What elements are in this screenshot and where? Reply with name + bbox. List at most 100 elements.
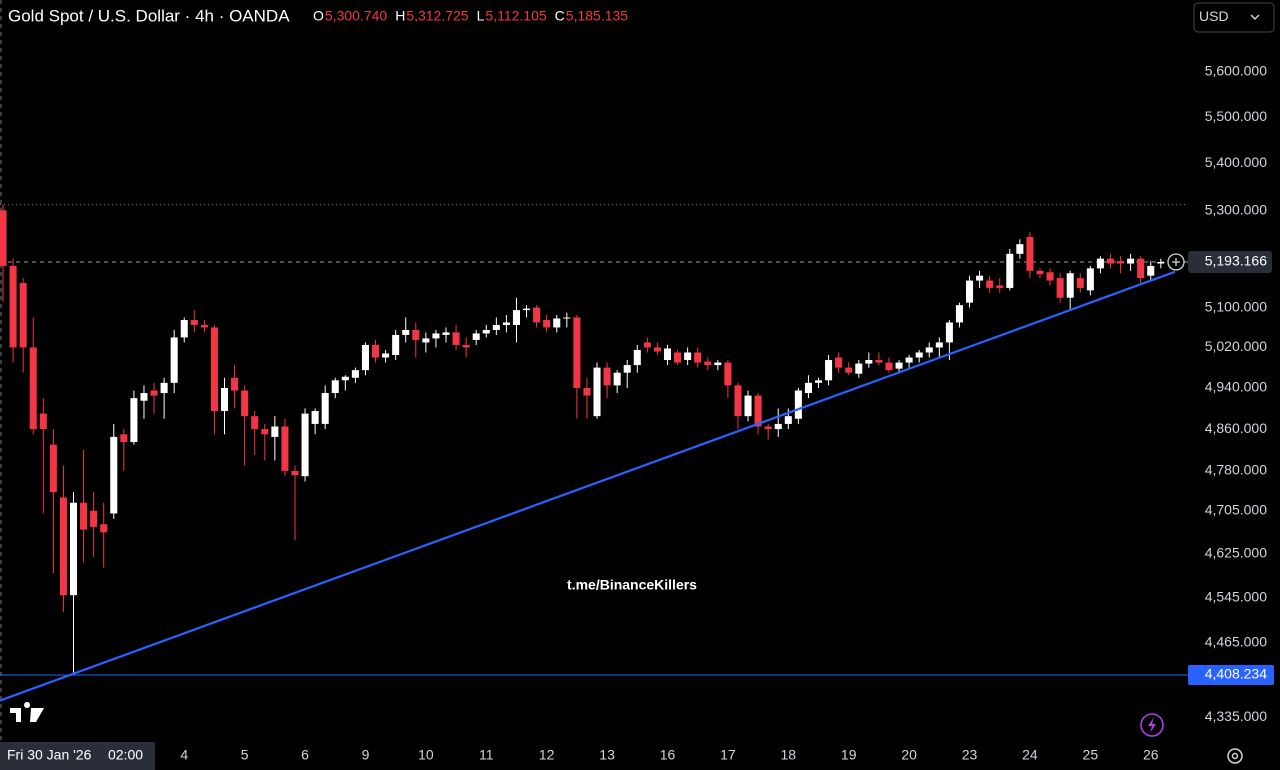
currency-button[interactable]	[1193, 2, 1275, 33]
candle-body	[331, 380, 339, 394]
candle-body	[1026, 236, 1034, 271]
candle-body	[231, 377, 239, 391]
candle-body	[1086, 268, 1094, 291]
candle-body	[663, 348, 672, 361]
candle-body	[573, 317, 581, 388]
candle-body	[170, 337, 178, 383]
candle-body	[623, 365, 631, 373]
level-box	[1188, 664, 1274, 685]
x-tick-label: 26	[1143, 747, 1159, 763]
x-tick-label: 24	[1022, 747, 1038, 763]
candle-body	[976, 275, 984, 281]
candle-body	[190, 319, 198, 325]
candle-body	[1006, 253, 1014, 288]
candle-body	[794, 390, 802, 419]
y-tick-label: 4,545.000	[1205, 589, 1267, 605]
candle-body	[835, 357, 843, 368]
candle-body	[49, 444, 57, 493]
candle-body	[341, 376, 349, 381]
candle-body	[130, 398, 138, 443]
settings-button[interactable]	[1227, 748, 1243, 764]
candle-body	[1076, 278, 1084, 288]
candle-body	[1137, 258, 1145, 279]
ohlc-key: O	[313, 8, 324, 24]
candle-body	[382, 353, 390, 358]
candle-body	[100, 524, 108, 533]
level-label: 4,408.234	[1205, 666, 1267, 682]
crosshair-date: Fri 30 Jan '26	[7, 747, 92, 763]
candle-body	[633, 349, 641, 366]
candle-body	[251, 416, 259, 430]
candle-body	[1046, 272, 1054, 281]
candle-body	[180, 319, 188, 338]
x-tick-label: 20	[901, 747, 917, 763]
candle-body	[744, 395, 752, 417]
candle-body	[241, 390, 249, 417]
candle-body	[533, 307, 541, 323]
candle-body	[613, 372, 621, 386]
candle-body	[412, 329, 420, 340]
y-tick-label: 4,705.000	[1205, 501, 1267, 517]
candle-body	[966, 280, 974, 303]
candle-body	[69, 502, 78, 596]
candle-body	[1096, 258, 1104, 269]
candle-body	[90, 510, 98, 527]
candle-body	[553, 318, 561, 328]
candle-body	[19, 283, 27, 348]
x-tick-label: 10	[418, 747, 434, 763]
settings-hub	[1231, 752, 1239, 760]
x-tick-label: 5	[241, 747, 249, 763]
x-tick-label: 19	[841, 747, 857, 763]
candle-body	[432, 333, 440, 339]
candle-body	[583, 387, 591, 396]
candle-body	[996, 285, 1004, 288]
candle-body	[311, 411, 319, 424]
candle-body	[301, 413, 309, 477]
y-tick-label: 4,465.000	[1205, 633, 1267, 649]
candle-body	[1117, 261, 1125, 264]
candle-body	[1016, 244, 1024, 254]
current-price-box	[1188, 250, 1272, 273]
candle-body	[210, 327, 218, 412]
candle-body	[905, 357, 913, 363]
x-tick-label: 17	[720, 747, 736, 763]
lightning-icon	[1148, 717, 1156, 733]
dropdown-arrow	[1250, 14, 1260, 21]
y-tick-label: 5,500.000	[1205, 108, 1267, 124]
candle-body	[402, 329, 410, 335]
candle-body	[945, 322, 953, 343]
lightning-button[interactable]	[1140, 713, 1164, 737]
ohlc-value: 5,312.725	[406, 8, 468, 24]
candle-body	[925, 347, 933, 353]
candle-body	[220, 387, 229, 412]
add-alert-plus	[1172, 257, 1180, 266]
y-tick-label: 5,100.000	[1205, 298, 1267, 314]
candle-body	[1036, 270, 1044, 275]
crosshair-time-box	[0, 742, 155, 770]
y-tick-label: 4,940.000	[1205, 379, 1267, 395]
candle-body	[825, 360, 833, 381]
candle-body	[1056, 278, 1064, 298]
candle-body	[29, 347, 37, 430]
candle-body	[764, 426, 772, 430]
trendline	[0, 270, 1176, 702]
candle-body	[955, 305, 963, 323]
candle-body	[261, 429, 269, 435]
candle-body	[492, 324, 500, 330]
y-tick-label: 4,335.000	[1205, 708, 1267, 724]
candle-body	[502, 322, 510, 325]
candle-body	[543, 319, 551, 328]
candle-body	[140, 393, 148, 401]
settings-gear	[1227, 748, 1243, 764]
ohlc-key: L	[477, 8, 485, 24]
candle-body	[372, 344, 380, 358]
candle-body	[452, 332, 460, 345]
candle-body	[512, 310, 521, 325]
candle-body	[59, 497, 67, 596]
candle-body	[774, 423, 782, 430]
x-tick-label: 6	[301, 747, 309, 763]
crosshair-time: 02:00	[108, 747, 143, 763]
x-tick-label: 25	[1083, 747, 1099, 763]
